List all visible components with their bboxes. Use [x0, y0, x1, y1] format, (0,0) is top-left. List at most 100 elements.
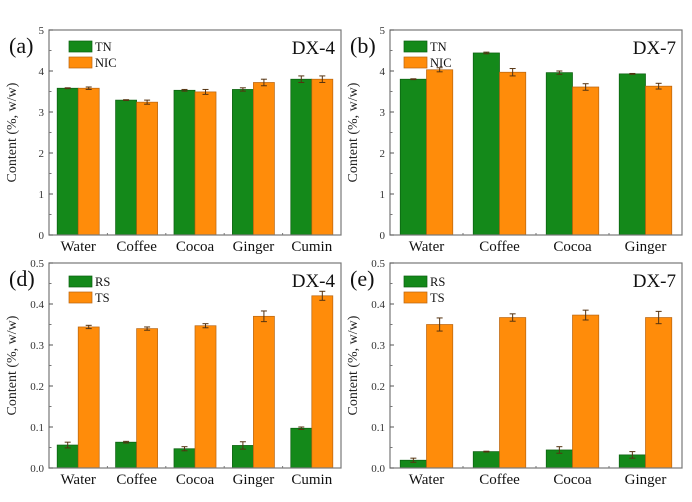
x-tick-label: Ginger: [625, 239, 667, 255]
y-tick-label: 0.3: [371, 340, 385, 352]
bar-ts-coffee: [136, 328, 158, 469]
x-tick-label: Ginger: [625, 472, 667, 488]
errorbar-ts-water: [436, 317, 443, 332]
errorbar-tn-coffee: [123, 99, 130, 102]
x-tick-label: Ginger: [233, 239, 275, 255]
legend-swatch-tn: [68, 40, 93, 53]
x-tick-label: Cocoa: [553, 239, 592, 255]
bar-tn-coffee: [472, 52, 500, 236]
legend-label-rs: RS: [430, 275, 445, 289]
bar-ts-ginger: [253, 315, 275, 469]
x-tick-label: Cocoa: [553, 472, 592, 488]
legend-swatch-ts: [403, 291, 428, 304]
bar-nic-cocoa: [194, 91, 217, 236]
errorbar-ts-water: [85, 324, 92, 330]
errorbar-tn-water: [64, 87, 71, 90]
legend: RS TS: [403, 275, 445, 305]
x-tick-label: Ginger: [233, 472, 275, 488]
legend-swatch-nic: [403, 56, 428, 69]
bar-ts-cocoa: [194, 325, 217, 469]
bar-nic-cumin: [311, 78, 334, 236]
legend-label-rs: RS: [95, 275, 110, 289]
errorbar-rs-ginger: [239, 441, 246, 450]
panel-e: 0.0 0.1 0.2 0.3 0.4 0.5 Water Coffee Cocoa Ginger…: [346, 258, 683, 488]
y-tick-label: 1: [39, 189, 45, 201]
y-tick-label: 5: [380, 25, 386, 37]
y-tick-label: 4: [380, 66, 386, 78]
panel-letter: (e): [350, 266, 374, 291]
bar-nic-water: [77, 87, 100, 236]
errorbar-tn-ginger: [629, 72, 636, 75]
errorbar-tn-coffee: [483, 51, 490, 55]
bar-ts-ginger: [645, 317, 673, 469]
errorbar-tn-cumin: [298, 75, 305, 83]
bar-ts-cumin: [311, 295, 334, 469]
panel-title: DX-4: [292, 38, 336, 59]
x-tick-label: Water: [409, 239, 444, 255]
errorbar-rs-water: [64, 441, 71, 449]
y-axis-label: Content (%, w/w): [5, 82, 20, 182]
errorbar-rs-cumin: [298, 426, 305, 430]
errorbar-tn-cocoa: [181, 88, 188, 92]
y-tick-label: 0: [39, 230, 45, 242]
bar-ts-coffee: [499, 317, 527, 469]
bar-nic-ginger: [645, 85, 673, 236]
bar-nic-coffee: [499, 71, 527, 236]
bar-nic-coffee: [136, 101, 158, 236]
y-tick-label: 0.2: [30, 381, 44, 393]
errorbar-tn-ginger: [239, 87, 246, 92]
y-tick-label: 0.3: [30, 340, 44, 352]
bar-nic-ginger: [253, 82, 275, 236]
x-tick-label: Cocoa: [176, 472, 215, 488]
y-tick-label: 3: [380, 107, 386, 119]
y-tick-label: 0.4: [371, 299, 385, 311]
errorbar-ts-cumin: [319, 290, 326, 301]
bar-ts-cocoa: [572, 314, 600, 469]
legend-swatch-ts: [68, 291, 93, 304]
legend-label-ts: TS: [430, 291, 445, 305]
errorbar-ts-coffee: [144, 326, 151, 331]
x-tick-label: Coffee: [116, 239, 157, 255]
bar-rs-water: [56, 444, 79, 469]
panel-letter: (a): [9, 33, 33, 58]
errorbar-ts-coffee: [509, 313, 516, 322]
x-tick-label: Cumin: [291, 472, 332, 488]
y-tick-label: 0.1: [371, 422, 385, 434]
y-tick-label: 0.5: [30, 258, 44, 270]
x-tick-label: Cumin: [291, 239, 332, 255]
panel-d: 0.0 0.1 0.2 0.3 0.4 0.5 Water Coffee Cocoa Ginger…: [5, 258, 342, 488]
panel-a: 0 1 2 3 4 5 Water Coffee Cocoa Ginger Cumin Content…: [5, 25, 342, 255]
errorbar-tn-water: [410, 78, 417, 81]
bar-nic-cocoa: [572, 86, 600, 236]
y-tick-label: 1: [380, 189, 386, 201]
legend-label-tn: TN: [430, 40, 447, 54]
errorbar-nic-cocoa: [582, 83, 589, 91]
errorbar-rs-coffee: [123, 440, 130, 444]
bar-rs-cumin: [290, 427, 313, 469]
y-tick-label: 3: [39, 107, 45, 119]
legend: TN NIC: [68, 40, 117, 70]
y-tick-label: 2: [39, 148, 45, 160]
x-tick-label: Cocoa: [176, 239, 215, 255]
y-axis-label: Content (%, w/w): [5, 315, 20, 415]
panel-title: DX-4: [292, 271, 336, 292]
errorbar-rs-cocoa: [181, 446, 188, 452]
legend-swatch-rs: [68, 275, 93, 288]
errorbar-nic-coffee: [509, 68, 516, 77]
x-tick-label: Water: [60, 239, 95, 255]
bar-tn-water: [399, 78, 427, 236]
errorbar-rs-ginger: [629, 451, 636, 459]
x-tick-label: Water: [60, 472, 95, 488]
legend-label-nic: NIC: [95, 56, 117, 70]
y-tick-label: 0.2: [371, 381, 385, 393]
y-tick-label: 0: [380, 230, 386, 242]
bar-tn-ginger: [618, 73, 646, 236]
y-tick-label: 0.0: [30, 463, 44, 475]
legend-swatch-tn: [403, 40, 428, 53]
x-tick-label: Coffee: [479, 472, 520, 488]
errorbar-nic-ginger: [655, 82, 662, 90]
bar-tn-cocoa: [173, 89, 196, 236]
bar-ts-water: [426, 324, 454, 469]
legend: RS TS: [68, 275, 110, 305]
